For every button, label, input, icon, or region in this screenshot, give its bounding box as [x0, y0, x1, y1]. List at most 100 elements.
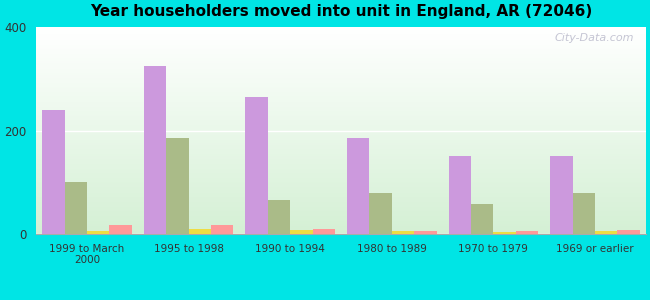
Bar: [36, 51, 646, 52]
Bar: [290, 230, 313, 234]
Bar: [36, 117, 646, 118]
Bar: [392, 231, 414, 234]
Bar: [109, 225, 132, 234]
Bar: [36, 84, 646, 85]
Bar: [36, 215, 646, 216]
Bar: [36, 133, 646, 134]
Bar: [36, 178, 646, 179]
Bar: [36, 98, 646, 99]
Bar: [36, 151, 646, 152]
Bar: [36, 204, 646, 205]
Bar: [36, 111, 646, 112]
Bar: [36, 110, 646, 111]
Bar: [36, 127, 646, 128]
Bar: [36, 140, 646, 141]
Bar: [36, 119, 646, 120]
Bar: [36, 55, 646, 56]
Bar: [36, 214, 646, 215]
Bar: [36, 139, 646, 140]
Bar: [36, 34, 646, 35]
Bar: [36, 93, 646, 94]
Bar: [36, 48, 646, 49]
Bar: [36, 231, 646, 232]
Bar: [268, 200, 290, 234]
Bar: [36, 162, 646, 163]
Bar: [493, 232, 515, 234]
Title: Year householders moved into unit in England, AR (72046): Year householders moved into unit in Eng…: [90, 4, 592, 19]
Bar: [36, 115, 646, 116]
Bar: [36, 194, 646, 195]
Bar: [36, 206, 646, 207]
Bar: [36, 69, 646, 70]
Bar: [36, 182, 646, 183]
Bar: [36, 100, 646, 101]
Bar: [36, 32, 646, 34]
Bar: [36, 132, 646, 133]
Bar: [36, 102, 646, 103]
Bar: [347, 138, 369, 234]
Bar: [36, 45, 646, 46]
Bar: [36, 205, 646, 206]
Bar: [36, 232, 646, 233]
Bar: [36, 150, 646, 151]
Bar: [36, 104, 646, 105]
Bar: [36, 168, 646, 169]
Bar: [36, 190, 646, 192]
Bar: [36, 62, 646, 64]
Bar: [36, 208, 646, 209]
Bar: [471, 204, 493, 234]
Bar: [36, 160, 646, 161]
Bar: [36, 147, 646, 148]
Bar: [36, 54, 646, 55]
Bar: [36, 89, 646, 90]
Bar: [36, 228, 646, 229]
Bar: [36, 72, 646, 73]
Bar: [36, 29, 646, 30]
Bar: [36, 173, 646, 174]
Bar: [36, 160, 646, 162]
Bar: [36, 28, 646, 29]
Bar: [36, 37, 646, 38]
Bar: [36, 49, 646, 50]
Bar: [42, 110, 64, 234]
Bar: [36, 146, 646, 147]
Bar: [36, 114, 646, 115]
Bar: [36, 73, 646, 74]
Bar: [36, 175, 646, 176]
Bar: [36, 87, 646, 88]
Bar: [36, 210, 646, 211]
Bar: [36, 82, 646, 83]
Bar: [36, 135, 646, 136]
Bar: [36, 105, 646, 106]
Bar: [87, 231, 109, 234]
Bar: [36, 128, 646, 129]
Bar: [36, 227, 646, 228]
Bar: [36, 123, 646, 124]
Bar: [36, 154, 646, 155]
Bar: [36, 65, 646, 67]
Bar: [36, 53, 646, 54]
Bar: [36, 176, 646, 177]
Text: City-Data.com: City-Data.com: [554, 34, 634, 44]
Bar: [36, 213, 646, 214]
Bar: [36, 145, 646, 146]
Bar: [36, 99, 646, 100]
Bar: [36, 120, 646, 121]
Bar: [36, 107, 646, 108]
Bar: [36, 207, 646, 208]
Bar: [36, 167, 646, 168]
Bar: [369, 193, 392, 234]
Bar: [36, 144, 646, 145]
Bar: [36, 197, 646, 198]
Bar: [36, 76, 646, 77]
Bar: [36, 42, 646, 43]
Bar: [36, 184, 646, 185]
Bar: [36, 196, 646, 197]
Bar: [36, 157, 646, 158]
Bar: [36, 187, 646, 188]
Bar: [36, 169, 646, 170]
Bar: [36, 106, 646, 107]
Bar: [36, 224, 646, 225]
Bar: [36, 174, 646, 175]
Bar: [36, 148, 646, 149]
